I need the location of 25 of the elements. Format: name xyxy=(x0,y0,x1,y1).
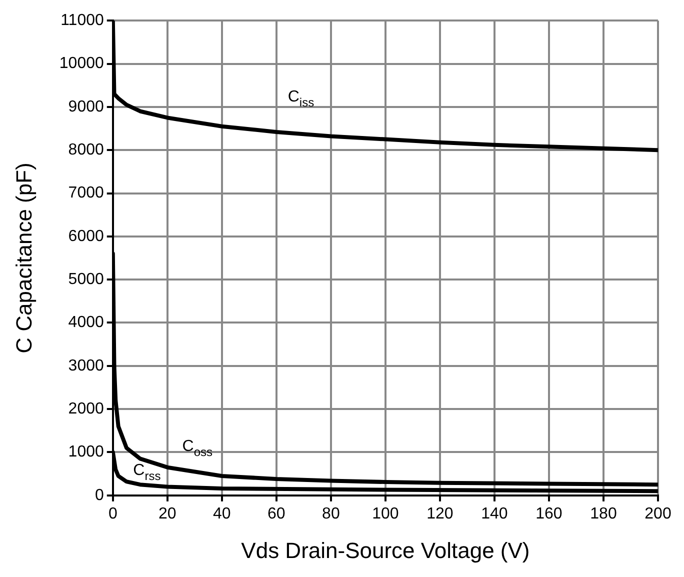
x-tick-label: 20 xyxy=(158,505,176,522)
y-tick-label: 4000 xyxy=(68,314,104,332)
x-tick-label: 160 xyxy=(536,505,562,522)
y-tick-label: 5000 xyxy=(68,270,104,288)
x-tick-label: 180 xyxy=(590,505,617,522)
x-tick-label: 140 xyxy=(481,505,508,522)
y-tick-label: 9000 xyxy=(68,98,104,116)
y-tick-label: 6000 xyxy=(68,228,104,245)
y-tick-label: 0 xyxy=(94,486,104,504)
y-tick-label: 1000 xyxy=(68,444,104,461)
x-tick-label: 200 xyxy=(644,505,672,522)
x-tick-label: 100 xyxy=(372,505,399,522)
y-tick-label: 3000 xyxy=(68,357,104,374)
x-axis-title: Vds Drain-Source Voltage (V) xyxy=(241,538,530,563)
y-tick-label: 7000 xyxy=(68,184,104,202)
y-tick-label: 10000 xyxy=(59,55,104,72)
x-tick-label: 80 xyxy=(322,505,340,522)
x-tick-label: 0 xyxy=(108,505,118,522)
y-axis-title: C Capacitance (pF) xyxy=(11,162,36,354)
x-tick-label: 40 xyxy=(213,505,231,522)
x-tick-label: 120 xyxy=(426,505,454,522)
y-tick-label: 2000 xyxy=(68,400,104,418)
x-tick-label: 60 xyxy=(268,505,286,522)
y-tick-label: 11000 xyxy=(60,12,104,30)
y-tick-label: 8000 xyxy=(68,141,104,158)
